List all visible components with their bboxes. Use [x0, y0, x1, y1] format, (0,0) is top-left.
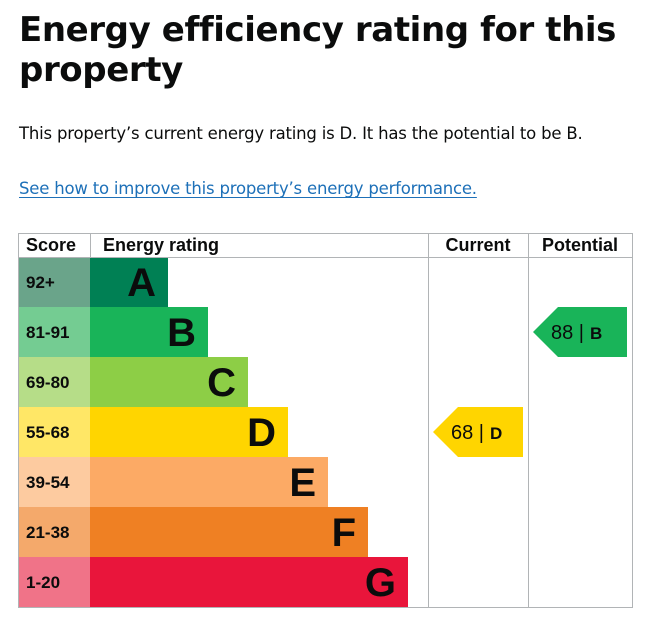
score-range-c: 69-80	[26, 373, 69, 392]
score-cell-b	[18, 307, 90, 357]
header-score: Score	[26, 235, 76, 255]
current-rating-arrow	[433, 407, 523, 457]
score-range-b: 81-91	[26, 323, 69, 342]
rating-bar-e	[90, 457, 328, 507]
rating-letter-c: C	[207, 361, 236, 405]
score-range-a: 92+	[26, 273, 55, 292]
score-cell-e	[18, 457, 90, 507]
rating-bar-b	[90, 307, 208, 357]
score-range-e: 39-54	[26, 473, 70, 492]
page-title: Energy efficiency rating for this proper…	[19, 10, 617, 90]
rating-bar-c	[90, 357, 248, 407]
chart-border	[18, 233, 633, 608]
current-rating-label: 68 |	[451, 422, 484, 444]
rating-letter-g: G	[365, 561, 396, 605]
score-range-g: 1-20	[26, 573, 60, 592]
rating-letter-d: D	[247, 411, 276, 455]
current-rating-letter: D	[490, 424, 502, 443]
rating-bar-d	[90, 407, 288, 457]
rating-letter-f: F	[332, 511, 356, 555]
rating-bar-f	[90, 507, 368, 557]
score-cell-c	[18, 357, 90, 407]
score-cell-a	[18, 257, 90, 307]
score-cell-f	[18, 507, 90, 557]
rating-letter-b: B	[167, 311, 196, 355]
rating-letter-e: E	[289, 461, 316, 505]
header-potential: Potential	[542, 235, 618, 255]
score-range-f: 21-38	[26, 523, 69, 542]
potential-rating-label: 88 |	[551, 322, 584, 344]
improve-performance-link[interactable]: See how to improve this property’s energ…	[19, 179, 477, 198]
score-cell-g	[18, 557, 90, 607]
header-energy-rating: Energy rating	[103, 235, 219, 255]
potential-rating-arrow	[533, 307, 627, 357]
score-cell-d	[18, 407, 90, 457]
rating-bar-a	[90, 257, 168, 307]
score-range-d: 55-68	[26, 423, 69, 442]
potential-rating-letter: B	[590, 324, 602, 343]
header-current: Current	[445, 235, 510, 255]
rating-letter-a: A	[127, 261, 156, 305]
rating-bar-g	[90, 557, 408, 607]
rating-summary: This property’s current energy rating is…	[19, 124, 583, 143]
